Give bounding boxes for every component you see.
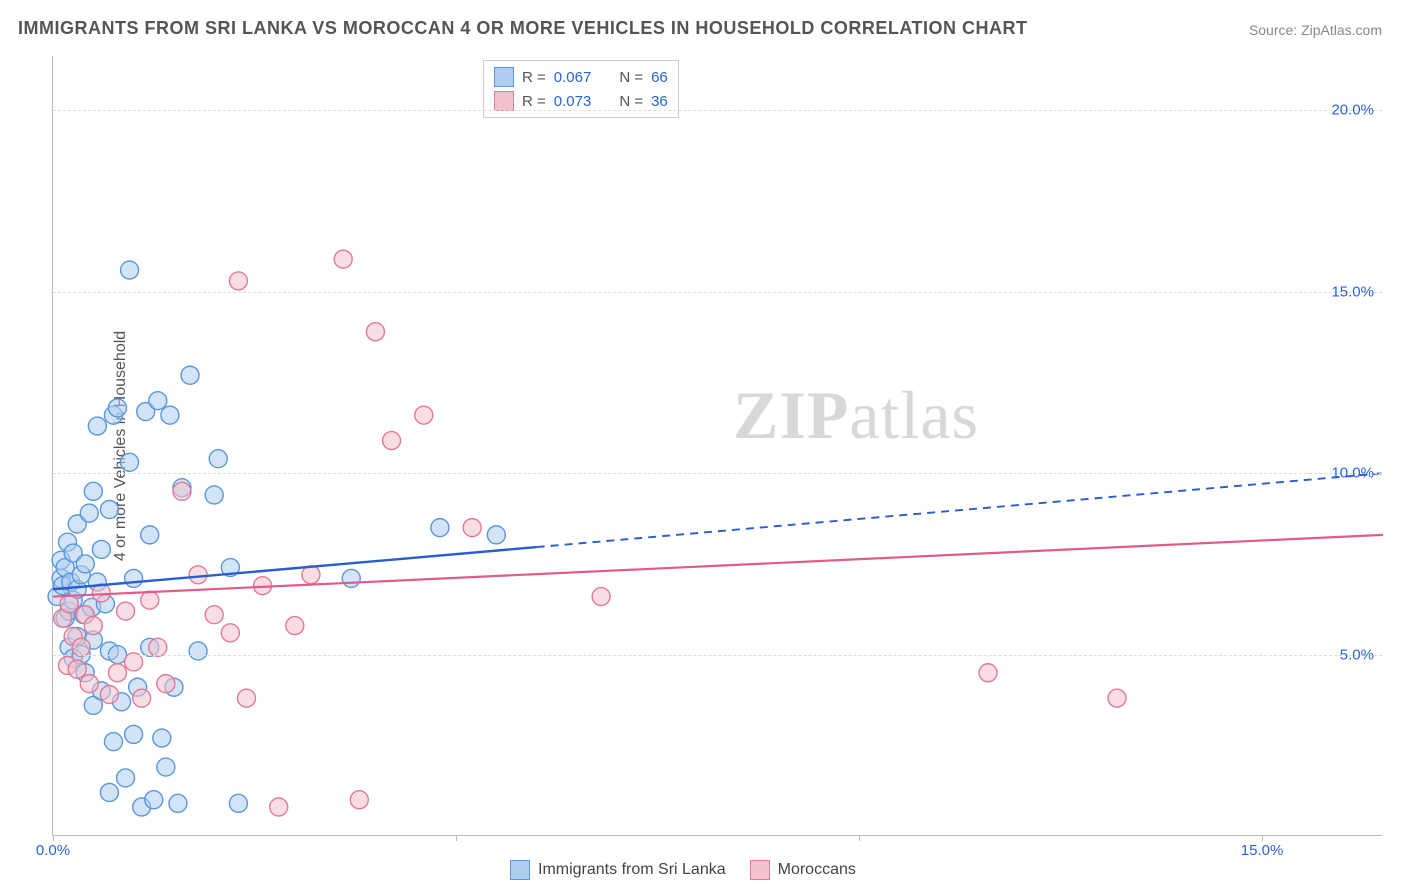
data-point [350,791,368,809]
data-point [88,417,106,435]
data-point [100,500,118,518]
data-point [221,624,239,642]
swatch-bottom-0 [510,860,530,880]
data-point [84,617,102,635]
data-point [92,540,110,558]
r-value-1: 0.073 [554,93,592,110]
x-tick-label: 15.0% [1241,842,1284,859]
data-point [141,526,159,544]
data-point [189,566,207,584]
y-tick-label: 5.0% [1340,646,1374,663]
r-value-0: 0.067 [554,69,592,86]
data-point [229,272,247,290]
data-point [979,664,997,682]
data-point [84,482,102,500]
data-point [108,664,126,682]
legend-row-series-0: R = 0.067 N = 66 [494,65,668,89]
data-point [121,261,139,279]
data-point [431,519,449,537]
data-point [229,794,247,812]
data-point [592,588,610,606]
data-point [121,453,139,471]
data-point [133,689,151,707]
data-point [463,519,481,537]
data-point [286,617,304,635]
data-point [141,591,159,609]
legend-item-1: Moroccans [750,860,856,880]
data-point [181,366,199,384]
data-point [1108,689,1126,707]
data-point [125,569,143,587]
scatter-plot-svg [53,56,1382,835]
swatch-bottom-1 [750,860,770,880]
data-point [237,689,255,707]
y-tick-label: 20.0% [1331,102,1374,119]
data-point [76,555,94,573]
data-point [80,675,98,693]
data-point [149,392,167,410]
data-point [173,482,191,500]
swatch-series-0 [494,67,514,87]
chart-plot-area: ZIPatlas R = 0.067 N = 66 R = 0.073 N = … [52,56,1382,836]
trendline-dashed [537,473,1383,547]
data-point [157,675,175,693]
trendline-solid [53,547,537,589]
correlation-legend: R = 0.067 N = 66 R = 0.073 N = 36 [483,60,679,118]
data-point [153,729,171,747]
data-point [342,569,360,587]
data-point [169,794,187,812]
legend-row-series-1: R = 0.073 N = 36 [494,89,668,113]
y-tick-label: 10.0% [1331,465,1374,482]
legend-item-0: Immigrants from Sri Lanka [510,860,726,880]
n-value-1: 36 [651,93,668,110]
data-point [125,725,143,743]
r-label: R = [522,93,546,110]
swatch-series-1 [494,91,514,111]
x-tick-label: 0.0% [36,842,70,859]
data-point [415,406,433,424]
data-point [145,791,163,809]
data-point [108,399,126,417]
series-legend: Immigrants from Sri Lanka Moroccans [510,860,856,880]
data-point [270,798,288,816]
data-point [383,432,401,450]
data-point [189,642,207,660]
data-point [334,250,352,268]
n-value-0: 66 [651,69,668,86]
n-label: N = [619,69,643,86]
data-point [205,486,223,504]
data-point [117,602,135,620]
data-point [60,595,78,613]
data-point [80,504,98,522]
data-point [209,450,227,468]
data-point [117,769,135,787]
data-point [161,406,179,424]
data-point [104,733,122,751]
data-point [100,783,118,801]
data-point [157,758,175,776]
data-point [487,526,505,544]
source-attribution: Source: ZipAtlas.com [1249,22,1382,38]
legend-label-0: Immigrants from Sri Lanka [538,861,726,879]
n-label: N = [619,93,643,110]
data-point [68,660,86,678]
data-point [366,323,384,341]
y-tick-label: 15.0% [1331,283,1374,300]
data-point [100,686,118,704]
chart-title: IMMIGRANTS FROM SRI LANKA VS MOROCCAN 4 … [18,18,1028,39]
legend-label-1: Moroccans [778,861,856,879]
data-point [205,606,223,624]
trendline-solid [53,535,1383,597]
r-label: R = [522,69,546,86]
